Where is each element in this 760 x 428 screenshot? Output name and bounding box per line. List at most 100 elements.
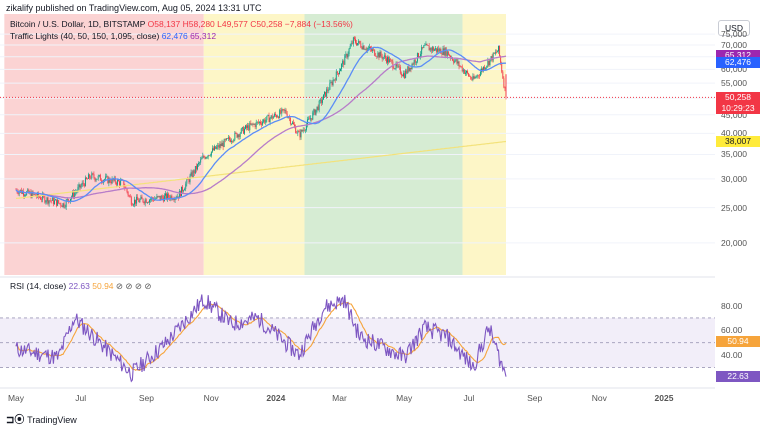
candle-body: [65, 200, 67, 207]
candle-body: [330, 82, 332, 83]
candle-body: [357, 43, 359, 46]
candle-body: [337, 73, 339, 75]
candle-body: [226, 138, 228, 139]
candle-body: [409, 67, 411, 72]
price-tick-label: 20,000: [721, 237, 747, 248]
currency-button[interactable]: USD: [718, 20, 750, 36]
candle-body: [343, 61, 345, 65]
candle-body: [260, 121, 261, 124]
candle-body: [446, 51, 448, 56]
candle-body: [241, 127, 243, 129]
candle-body: [250, 123, 252, 125]
candle-body: [366, 48, 368, 51]
ma-fast-line: [15, 46, 507, 203]
candle-body: [138, 200, 140, 203]
candle-body: [329, 82, 331, 90]
time-tick-label: Jul: [463, 393, 475, 403]
time-tick-label: 2024: [266, 393, 286, 403]
candle-body: [184, 189, 186, 191]
candle-body: [309, 118, 311, 120]
candle-body: [127, 191, 129, 196]
candle-body: [45, 201, 47, 203]
candle-body: [142, 198, 144, 203]
candle-body: [418, 53, 419, 58]
candle-body: [289, 118, 291, 124]
candle-body: [235, 132, 237, 134]
published-caption: zikalify published on TradingView.com, A…: [6, 3, 262, 13]
price-tick-label: 55,000: [721, 78, 747, 89]
candle-body: [269, 118, 271, 123]
candle-body: [345, 54, 347, 56]
candle-body: [341, 63, 343, 69]
candle-body: [494, 51, 496, 54]
candle-body: [163, 195, 165, 202]
candle-body: [156, 196, 158, 199]
candle-body: [176, 196, 178, 198]
candle-body: [19, 189, 21, 192]
candle-body: [367, 48, 369, 49]
candle-body: [390, 59, 392, 60]
ma-fast-price-label: 62,476: [716, 57, 760, 69]
candle-body: [326, 89, 328, 97]
candle-body: [245, 125, 246, 129]
candle-body: [368, 46, 370, 49]
ma-slow-line: [15, 55, 507, 199]
candle-body: [199, 162, 201, 164]
candle-body: [302, 129, 304, 132]
candle-body: [40, 197, 42, 200]
rsi-tick-label: 80.00: [721, 300, 743, 311]
candle-body: [94, 177, 96, 181]
candle-body: [108, 178, 110, 184]
candle-body: [114, 177, 116, 183]
candle-body: [218, 145, 220, 148]
candle-body: [252, 123, 254, 125]
candle-body: [488, 60, 490, 66]
candle-body: [197, 164, 198, 170]
candle-body: [223, 139, 225, 147]
candle-body: [361, 47, 363, 50]
candle-body: [41, 199, 43, 201]
candle-body: [198, 163, 199, 165]
ohlc-change: −7,884 (−13.56%): [284, 19, 353, 29]
candle-body: [379, 51, 381, 58]
candle-body: [504, 87, 506, 89]
candle-body: [267, 115, 269, 116]
candle-body: [146, 202, 148, 203]
candle-body: [351, 42, 353, 44]
candle-body: [443, 48, 445, 56]
candle-body: [86, 177, 87, 179]
candle-body: [479, 71, 481, 76]
candle-body: [88, 174, 90, 179]
candle-body: [407, 66, 409, 74]
candle-body: [130, 197, 132, 205]
candle-body: [435, 48, 436, 50]
candle-body: [110, 182, 112, 184]
candle-body: [318, 100, 320, 111]
candle-body: [304, 129, 306, 131]
candle-body: [137, 196, 139, 201]
candle-body: [438, 48, 440, 52]
candle-body: [34, 194, 36, 197]
candle-body: [182, 186, 183, 192]
candle-body: [484, 66, 486, 70]
tradingview-brand[interactable]: ⊐⦿ TradingView: [6, 411, 77, 426]
candle-body: [211, 148, 213, 152]
candle-body: [187, 179, 189, 180]
symbol-legend[interactable]: Bitcoin / U.S. Dollar, 1D, BITSTAMP O58,…: [10, 19, 353, 29]
candle-body: [312, 112, 314, 120]
candle-body: [111, 178, 113, 184]
candle-body: [59, 203, 61, 204]
indicator-legend[interactable]: Traffic Lights (40, 50, 150, 1,095, clos…: [10, 31, 216, 41]
candle-body: [270, 115, 272, 119]
candle-body: [503, 78, 505, 88]
candle-body: [421, 47, 423, 55]
candle-body: [398, 65, 400, 67]
candle-body: [285, 110, 287, 114]
rsi-visibility-icons[interactable]: ⊘ ⊘ ⊘ ⊘: [115, 281, 152, 291]
rsi-legend[interactable]: RSI (14, close) 22.63 50.94 ⊘ ⊘ ⊘ ⊘: [10, 281, 151, 292]
candle-body: [381, 55, 383, 59]
candle-body: [456, 59, 458, 64]
candle-body: [271, 115, 273, 119]
candle-body: [216, 146, 218, 149]
